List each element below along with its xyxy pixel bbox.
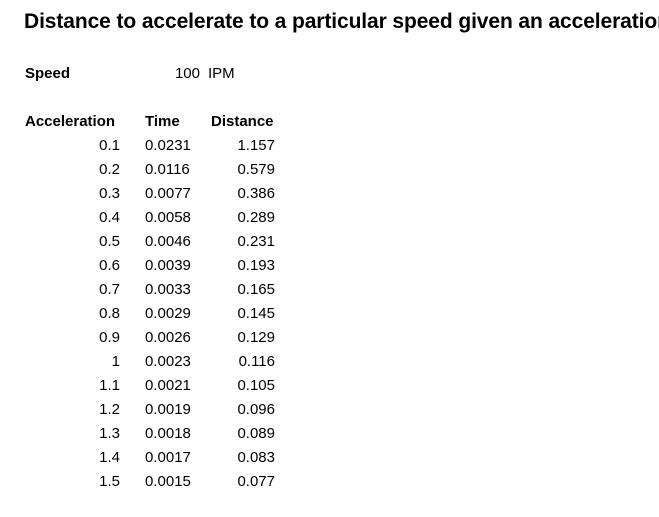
distance-cell: 1.157 (237, 137, 275, 154)
acceleration-cell: 0.3 (99, 185, 120, 202)
time-cell: 0.0026 (145, 329, 191, 346)
table-row: 0.8 0.0029 0.145 (0, 304, 300, 328)
table-header-row: Acceleration Time Distance (0, 112, 300, 136)
header-time: Time (145, 113, 180, 130)
acceleration-cell: 1 (111, 353, 120, 370)
time-cell: 0.0019 (145, 401, 191, 418)
header-distance: Distance (211, 113, 274, 130)
distance-cell: 0.129 (237, 329, 275, 346)
time-cell: 0.0039 (145, 257, 191, 274)
acceleration-cell: 1.5 (99, 473, 120, 490)
acceleration-cell: 0.1 (99, 137, 120, 154)
time-cell: 0.0029 (145, 305, 191, 322)
time-cell: 0.0231 (145, 137, 191, 154)
table-row: 1.5 0.0015 0.077 (0, 472, 300, 496)
table-row: 0.3 0.0077 0.386 (0, 184, 300, 208)
time-cell: 0.0015 (145, 473, 191, 490)
acceleration-cell: 1.3 (99, 425, 120, 442)
distance-cell: 0.193 (237, 257, 275, 274)
table-row: 0.1 0.0231 1.157 (0, 136, 300, 160)
table-row: 1.3 0.0018 0.089 (0, 424, 300, 448)
acceleration-cell: 1.1 (99, 377, 120, 394)
speed-label: Speed (25, 65, 71, 82)
speed-value: 100 (174, 65, 200, 82)
table-row: 0.9 0.0026 0.129 (0, 328, 300, 352)
speed-unit: IPM (208, 65, 235, 82)
table-row: 0.2 0.0116 0.579 (0, 160, 300, 184)
table-row: 0.6 0.0039 0.193 (0, 256, 300, 280)
time-cell: 0.0023 (145, 353, 191, 370)
acceleration-cell: 0.5 (99, 233, 120, 250)
distance-cell: 0.083 (237, 449, 275, 466)
distance-cell: 0.105 (237, 377, 275, 394)
page-title: Distance to accelerate to a particular s… (24, 10, 659, 33)
table-row: 0.7 0.0033 0.165 (0, 280, 300, 304)
acceleration-cell: 0.6 (99, 257, 120, 274)
distance-cell: 0.089 (237, 425, 275, 442)
distance-cell: 0.231 (237, 233, 275, 250)
time-cell: 0.0021 (145, 377, 191, 394)
acceleration-cell: 0.8 (99, 305, 120, 322)
acceleration-cell: 0.7 (99, 281, 120, 298)
time-cell: 0.0017 (145, 449, 191, 466)
table-row: 1.1 0.0021 0.105 (0, 376, 300, 400)
table-row: 0.5 0.0046 0.231 (0, 232, 300, 256)
distance-cell: 0.165 (237, 281, 275, 298)
time-cell: 0.0018 (145, 425, 191, 442)
acceleration-table: Acceleration Time Distance 0.1 0.0231 1.… (0, 112, 300, 496)
time-cell: 0.0046 (145, 233, 191, 250)
time-cell: 0.0058 (145, 209, 191, 226)
distance-cell: 0.116 (238, 353, 275, 370)
header-acceleration: Acceleration (25, 113, 116, 130)
time-cell: 0.0116 (145, 161, 190, 178)
acceleration-cell: 0.9 (99, 329, 120, 346)
time-cell: 0.0033 (145, 281, 191, 298)
acceleration-cell: 0.2 (99, 161, 120, 178)
table-row: 1 0.0023 0.116 (0, 352, 300, 376)
time-cell: 0.0077 (145, 185, 191, 202)
acceleration-cell: 1.4 (99, 449, 120, 466)
table-row: 1.4 0.0017 0.083 (0, 448, 300, 472)
distance-cell: 0.145 (237, 305, 275, 322)
distance-cell: 0.579 (237, 161, 275, 178)
distance-cell: 0.096 (237, 401, 275, 418)
distance-cell: 0.077 (237, 473, 275, 490)
distance-cell: 0.386 (237, 185, 275, 202)
acceleration-cell: 0.4 (99, 209, 120, 226)
acceleration-cell: 1.2 (99, 401, 120, 418)
table-row: 1.2 0.0019 0.096 (0, 400, 300, 424)
distance-cell: 0.289 (237, 209, 275, 226)
table-row: 0.4 0.0058 0.289 (0, 208, 300, 232)
